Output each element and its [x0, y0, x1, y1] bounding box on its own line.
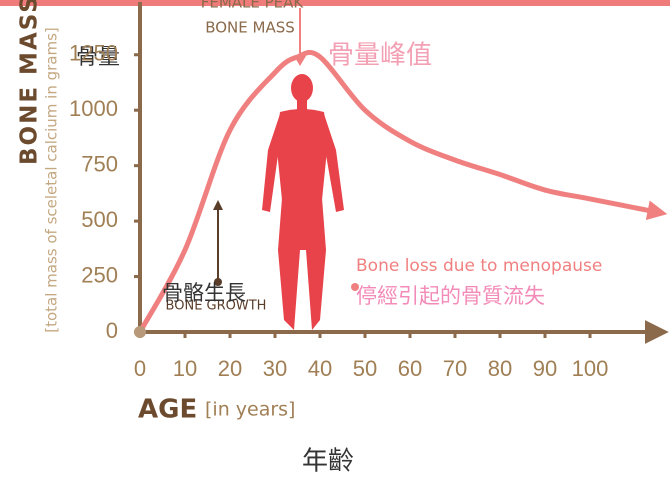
- y-tick-label: 1250: [69, 41, 118, 66]
- x-tick-label: 30: [263, 356, 287, 381]
- annotation: 停經引起的骨質流失: [356, 284, 545, 308]
- x-tick-label: 40: [308, 356, 332, 381]
- annotation: 骨骼生長: [162, 281, 246, 305]
- x-tick-label: 50: [353, 356, 377, 381]
- top-bar: [0, 0, 670, 6]
- y-tick-label: 0: [106, 318, 118, 343]
- x-tick-label: 90: [533, 356, 557, 381]
- y-tick-label: 250: [81, 262, 118, 287]
- y-tick-label: 750: [81, 151, 118, 176]
- x-tick-label: 70: [443, 356, 467, 381]
- x-tick-label: 20: [218, 356, 242, 381]
- x-tick-label: 100: [572, 356, 609, 381]
- y-sublabel: [total mass of sceletal calcium in grams…: [43, 27, 61, 333]
- x-tick-label: 60: [398, 356, 422, 381]
- annotation: Bone loss due to menopause: [356, 256, 602, 276]
- x-tick-label: 0: [134, 356, 146, 381]
- annotation: BONE MASS: [205, 19, 295, 37]
- x-label: AGE: [138, 395, 197, 425]
- x-sublabel: [in years]: [205, 399, 295, 421]
- y-label: BONE MASS: [17, 0, 43, 165]
- annotation: 骨量峰值: [328, 41, 432, 71]
- x-label-translation: 年齡: [302, 447, 354, 477]
- y-tick-label: 500: [81, 207, 118, 232]
- annotation: FEMALE PEAK: [201, 0, 305, 12]
- x-tick-label: 80: [488, 356, 512, 381]
- chart: BONE MASS [total mass of sceletal calciu…: [0, 0, 670, 481]
- y-tick-label: 1000: [69, 96, 118, 121]
- human-figure: [262, 74, 344, 330]
- x-tick-label: 10: [173, 356, 197, 381]
- origin-dot: [134, 326, 146, 338]
